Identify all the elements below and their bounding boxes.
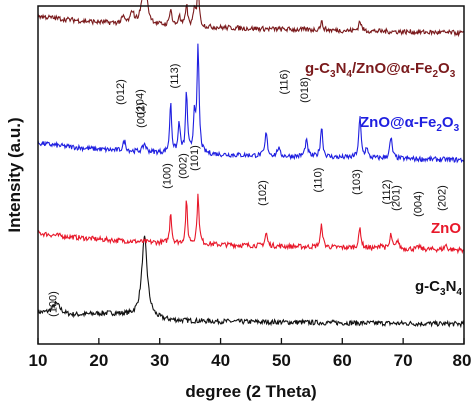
- peak-label-znofe-4: (018): [299, 77, 311, 103]
- peak-label-znofe-1: (104): [134, 89, 146, 115]
- series-line-zno: [37, 193, 464, 255]
- peak-label-zno-6: (103): [351, 169, 363, 195]
- x-tick-label-80: 80: [453, 351, 472, 370]
- peak-label-zno-9: (004): [412, 191, 424, 217]
- x-tick-label-70: 70: [394, 351, 413, 370]
- y-axis-title: Intensity (a.u.): [5, 117, 24, 232]
- peak-annotations: (100)(002)(100) (002) (101)(102)(110) (103)…: [47, 64, 448, 317]
- series-line-ternary: [37, 0, 465, 38]
- series-label-gcn: g-C3N4: [415, 278, 462, 298]
- peak-label-gcn-0: (100): [47, 291, 59, 317]
- peak-label-znofe-2: (113): [169, 64, 181, 89]
- x-tick-label-20: 20: [89, 351, 108, 370]
- peak-label-zno-7: (112): [381, 180, 393, 205]
- x-tick-label-50: 50: [272, 351, 291, 370]
- series-line-znofe: [37, 43, 465, 164]
- x-tick-label-30: 30: [150, 351, 169, 370]
- x-axis-ticks: 10 20 30 40 50 60 70 80: [29, 338, 472, 370]
- peak-label-zno-3: (101): [189, 145, 201, 171]
- peak-label-zno-5: (110): [313, 168, 325, 193]
- peak-label-zno-1: (100): [162, 163, 174, 189]
- peak-label-zno-2: (002): [178, 153, 190, 179]
- peak-label-znofe-0: (012): [115, 79, 127, 105]
- peak-label-znofe-3: (116): [279, 70, 291, 95]
- x-tick-label-10: 10: [29, 351, 48, 370]
- series-line-gcn: [37, 235, 465, 329]
- series-label-ternary: g-C3N4/ZnO@α-Fe2O3: [305, 60, 456, 80]
- peak-label-zno-0: (002): [136, 102, 148, 128]
- x-axis-title: degree (2 Theta): [185, 382, 316, 401]
- peak-label-zno-4: (102): [257, 180, 269, 206]
- series-label-znofe: ZnO@α-Fe2O3: [360, 114, 460, 134]
- series-labels: g-C3N4 ZnO ZnO@α-Fe2O3 g-C3N4/ZnO@α-Fe2O3: [305, 60, 462, 298]
- peak-label-zno-10: (202): [437, 185, 449, 211]
- series-label-zno: ZnO: [431, 220, 461, 237]
- plot-frame: [37, 5, 465, 345]
- traces: [37, 0, 465, 329]
- x-tick-label-60: 60: [333, 351, 352, 370]
- peak-label-zno-8: (201): [391, 185, 403, 211]
- x-tick-label-40: 40: [211, 351, 230, 370]
